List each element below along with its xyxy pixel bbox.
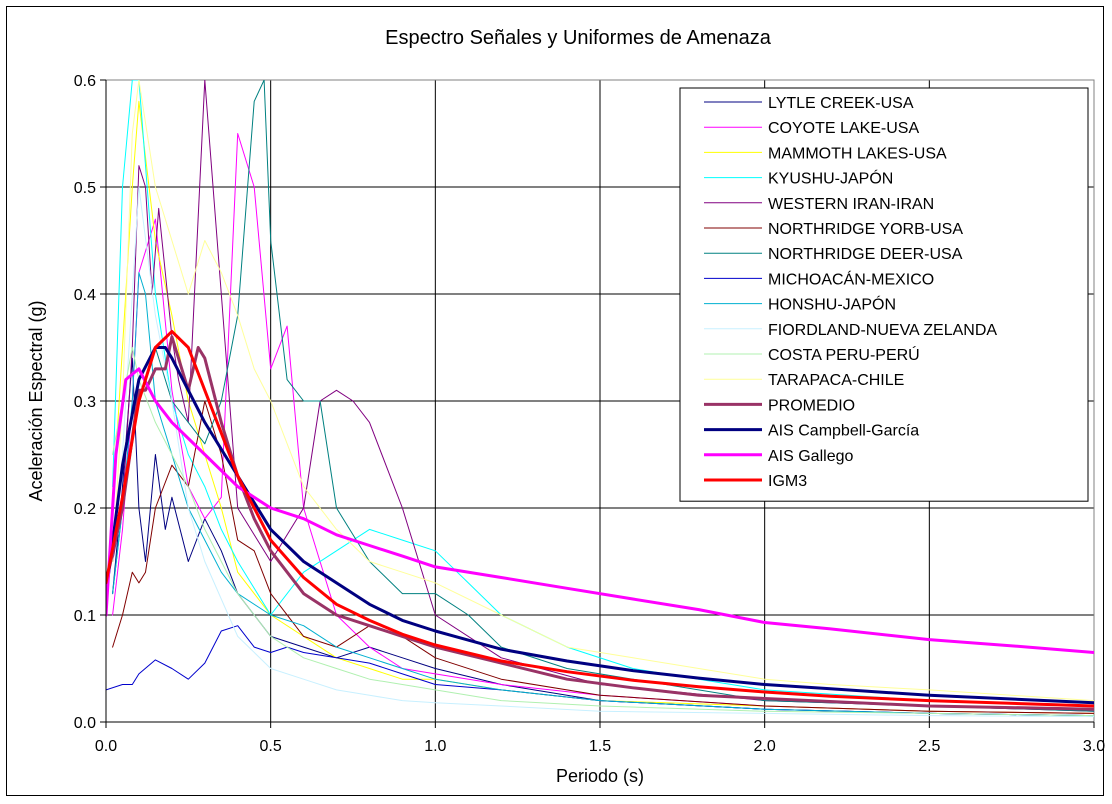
series-line-kyushu-japon (112, 80, 1094, 707)
legend-label: HONSHU-JAPÓN (768, 295, 896, 314)
series-line-promedio (106, 335, 1094, 711)
legend-label: AIS Gallego (768, 448, 853, 465)
legend-label: MAMMOTH LAKES-USA (768, 145, 947, 162)
legend-label: KYUSHU-JAPÓN (768, 169, 893, 188)
y-tick-label: 0.4 (74, 287, 96, 304)
y-tick-label: 0.5 (74, 180, 96, 197)
legend-label: LYTLE CREEK-USA (768, 95, 914, 112)
x-tick-label: 0.0 (95, 738, 117, 755)
legend-label: IGM3 (768, 473, 807, 490)
series-line-fiordland-nueva-zelanda (112, 186, 1094, 718)
legend-label: MICHOACÁN-MEXICO (768, 269, 934, 288)
x-tick-label: 2.0 (754, 738, 776, 755)
y-tick-label: 0.0 (74, 715, 96, 732)
legend-box (679, 87, 1089, 502)
series-line-ais-campbell-garcia (106, 346, 1094, 705)
tick-layer: 0.0 0.5 1.0 1.5 2.0 2.5 3.0 0.0 0.1 0.2 0.3 0.4 0.5 0… (74, 73, 1105, 755)
x-tick-label: 2.5 (918, 738, 940, 755)
series-line-northridge-yorb-usa (112, 400, 1094, 714)
y-tick-label: 0.3 (74, 394, 96, 411)
legend-label: WESTERN IRAN-IRAN (768, 196, 934, 213)
series-line-igm3 (106, 329, 1094, 708)
series-line-ais-gallego (106, 367, 1094, 654)
x-axis-label: Periodo (s) (556, 766, 644, 786)
chart-frame (6, 6, 1104, 796)
y-axis-label: Aceleración Espectral (g) (26, 300, 46, 501)
x-tick-label: 0.5 (260, 738, 282, 755)
legend-label: AIS Campbell-García (768, 423, 919, 440)
y-tick-label: 0.6 (74, 73, 96, 90)
series-line-tarapaca-chile (112, 80, 1094, 702)
series-layer (106, 80, 1094, 718)
chart-title: Espectro Señales y Uniformes de Amenaza (385, 27, 772, 49)
x-tick-label: 3.0 (1083, 738, 1105, 755)
legend-label: FIORDLAND-NUEVA ZELANDA (768, 322, 997, 339)
legend-label: COSTA PERU-PERÚ (768, 345, 920, 364)
legend-label: NORTHRIDGE DEER-USA (768, 246, 963, 263)
series-line-western-iran-iran (112, 80, 1094, 712)
y-tick-label: 0.1 (74, 608, 96, 625)
legend-label: NORTHRIDGE YORB-USA (768, 221, 963, 238)
series-line-coyote-lake-usa (112, 133, 1094, 714)
x-tick-label: 1.0 (424, 738, 446, 755)
series-line-costa-peru-peru (112, 347, 1094, 717)
legend-label: PROMEDIO (768, 397, 855, 414)
legend: LYTLE CREEK-USA COYOTE LAKE-USA MAMMOTH LA… (679, 87, 1089, 502)
y-tick-label: 0.2 (74, 501, 96, 518)
series-line-northridge-deer-usa (112, 80, 1094, 712)
x-tick-label: 1.5 (589, 738, 611, 755)
series-line-honshu-japon (112, 272, 1094, 717)
legend-label: TARAPACA-CHILE (768, 372, 904, 389)
legend-label: COYOTE LAKE-USA (768, 120, 919, 137)
